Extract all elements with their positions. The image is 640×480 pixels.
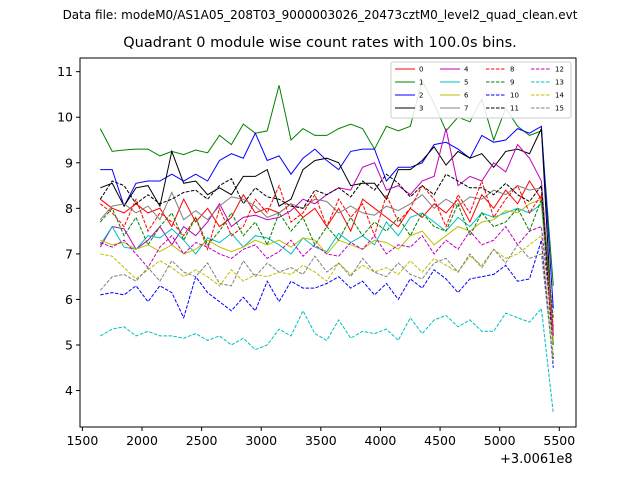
x-tick-label: 1500: [66, 433, 98, 448]
y-tick-label: 10: [57, 110, 73, 125]
legend-label-14: 14: [555, 92, 564, 100]
legend-label-4: 4: [464, 66, 469, 74]
series-line-10: [100, 240, 554, 368]
series-line-11: [99, 173, 554, 359]
legend-label-6: 6: [464, 92, 469, 100]
series-line-5: [99, 202, 554, 346]
x-tick-label: 3500: [305, 433, 337, 448]
legend-label-0: 0: [419, 66, 423, 74]
x-tick-label: 5000: [484, 433, 516, 448]
series-line-0: [99, 180, 554, 336]
series-line-14: [100, 234, 554, 355]
y-tick-label: 8: [65, 201, 73, 216]
data-file-caption: Data file: modeM0/AS1A05_208T03_90000030…: [62, 8, 578, 22]
y-tick-label: 5: [65, 338, 73, 353]
axis-ticks: 1500 2000 2500 3000 3500 4000 4500 5000 5500 4 5 6 7…: [57, 64, 575, 448]
x-tick-label: 2000: [126, 433, 158, 448]
legend-label-13: 13: [555, 79, 564, 87]
legend-label-12: 12: [555, 66, 564, 74]
legend-label-11: 11: [510, 105, 519, 113]
legend-label-2: 2: [419, 92, 423, 100]
x-offset-label: +3.0061e8: [500, 452, 573, 467]
x-tick-label: 4500: [424, 433, 456, 448]
legend-label-9: 9: [510, 79, 514, 87]
legend-label-15: 15: [555, 105, 564, 113]
legend-label-5: 5: [464, 79, 468, 87]
series-lines: [99, 79, 554, 414]
x-tick-label: 3000: [245, 433, 277, 448]
legend-label-10: 10: [510, 92, 519, 100]
series-line-3: [100, 128, 554, 346]
series-line-13: [100, 307, 554, 414]
y-tick-label: 4: [65, 383, 73, 398]
y-tick-label: 11: [57, 64, 73, 79]
legend-label-1: 1: [419, 79, 423, 87]
x-tick-label: 2500: [186, 433, 218, 448]
legend-label-7: 7: [464, 105, 468, 113]
series-line-15: [99, 243, 554, 364]
series-line-4: [99, 128, 554, 332]
legend-box: [390, 61, 572, 119]
chart-title: Quadrant 0 module wise count rates with …: [123, 35, 517, 51]
series-line-2: [100, 125, 554, 309]
series-line-9: [99, 199, 554, 318]
legend-label-8: 8: [510, 66, 514, 74]
y-tick-label: 7: [65, 246, 73, 261]
plot-area: [79, 57, 577, 428]
series-line-12: [100, 225, 554, 336]
x-tick-label: 4000: [365, 433, 397, 448]
y-tick-label: 9: [65, 155, 73, 170]
x-tick-label: 5500: [543, 433, 575, 448]
legend-label-3: 3: [419, 105, 423, 113]
y-tick-label: 6: [65, 292, 73, 307]
series-line-7: [99, 185, 554, 334]
